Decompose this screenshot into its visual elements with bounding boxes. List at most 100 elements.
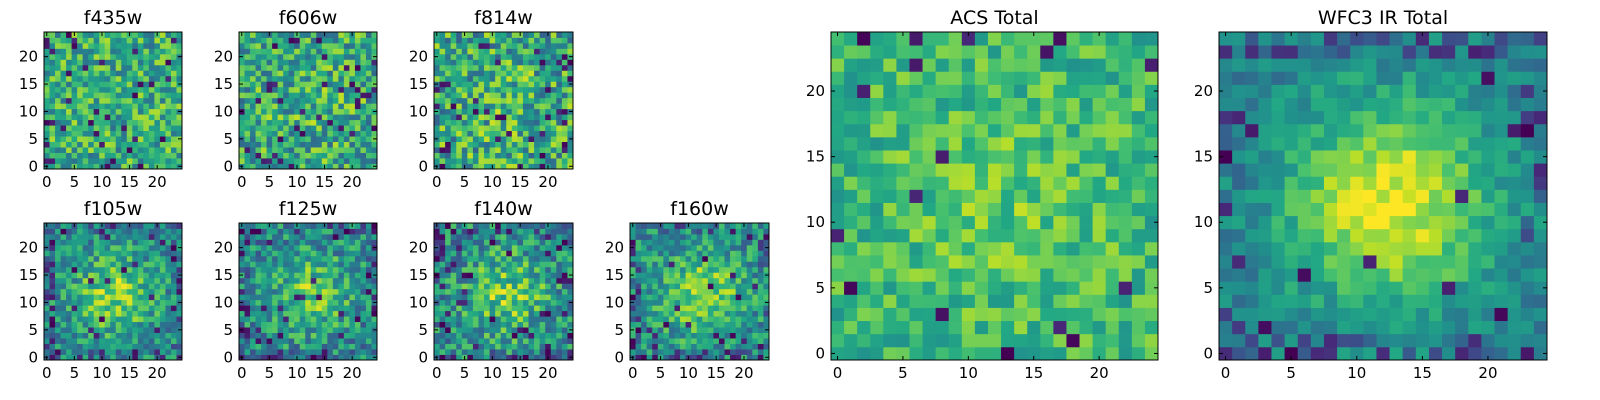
heatmap-cell	[445, 343, 452, 350]
heatmap-cell	[500, 343, 507, 350]
panel-title: f105w	[84, 198, 143, 220]
heatmap-cell	[478, 152, 485, 159]
heatmap-cell	[121, 119, 128, 126]
heatmap-cell	[305, 108, 312, 115]
heatmap-cell	[170, 97, 177, 104]
heatmap-cell	[511, 59, 518, 66]
x-tick-label: 15	[120, 173, 139, 191]
heatmap-cell	[60, 338, 67, 344]
heatmap-cell	[55, 316, 61, 323]
heatmap-cell	[450, 92, 457, 99]
heatmap-cell	[159, 48, 166, 55]
heatmap-cell	[239, 283, 245, 290]
heatmap-cell	[77, 354, 84, 361]
heatmap-cell	[332, 75, 339, 82]
heatmap-cell	[528, 321, 535, 328]
heatmap-cell	[170, 81, 177, 88]
heatmap-cell	[534, 158, 541, 164]
heatmap-cell	[132, 223, 139, 229]
heatmap-cell	[461, 141, 468, 148]
heatmap-cell	[154, 332, 161, 339]
heatmap-cell	[316, 349, 323, 355]
heatmap-cell	[327, 141, 334, 148]
heatmap-cell	[668, 338, 675, 344]
heatmap-cell	[746, 228, 753, 235]
heatmap-cell	[343, 277, 350, 284]
heatmap-cell	[365, 59, 372, 66]
heatmap-cell	[495, 233, 502, 240]
heatmap-cell	[239, 92, 245, 99]
heatmap-cell	[277, 42, 284, 49]
heatmap-cell	[104, 158, 111, 164]
heatmap-cell	[283, 255, 290, 262]
heatmap-cell	[707, 239, 714, 246]
heatmap-cell	[82, 310, 89, 317]
heatmap-cell	[327, 288, 334, 295]
heatmap-cell	[713, 250, 720, 257]
heatmap-cell	[99, 250, 106, 257]
heatmap-cell	[550, 223, 557, 229]
y-tick-label: 15	[214, 75, 233, 93]
heatmap-cell	[467, 136, 474, 142]
heatmap-cell	[445, 283, 452, 290]
heatmap-cell	[556, 277, 563, 284]
heatmap-cell	[148, 299, 155, 306]
heatmap-cell	[310, 239, 317, 246]
heatmap-cell	[244, 310, 251, 317]
heatmap-cell	[696, 233, 703, 240]
heatmap-cell	[170, 272, 177, 279]
heatmap-cell	[724, 223, 731, 229]
heatmap-cell	[461, 114, 468, 121]
panel-title: f814w	[474, 7, 533, 29]
heatmap-cell	[305, 354, 312, 361]
heatmap-cell	[327, 48, 334, 55]
heatmap-cell	[305, 130, 312, 137]
heatmap-cell	[299, 327, 306, 333]
heatmap-cell	[55, 299, 61, 306]
heatmap-cell	[288, 332, 295, 339]
heatmap-cell	[121, 92, 128, 99]
heatmap-cell	[539, 75, 546, 82]
heatmap-cell	[55, 255, 61, 262]
heatmap-cell	[71, 81, 78, 88]
heatmap-cell	[870, 241, 884, 256]
heatmap-cell	[261, 332, 267, 339]
heatmap-cell	[702, 310, 709, 317]
heatmap-cell	[556, 75, 563, 82]
heatmap-cell	[741, 283, 748, 290]
heatmap-cell	[244, 130, 251, 137]
heatmap-cell	[961, 228, 976, 243]
heatmap-cell	[707, 233, 714, 240]
heatmap-cell	[1053, 307, 1067, 322]
heatmap-cell	[1053, 281, 1067, 295]
heatmap-cell	[82, 228, 89, 235]
heatmap-cell	[327, 299, 334, 306]
heatmap-cell	[646, 354, 653, 361]
heatmap-cell	[652, 305, 659, 312]
heatmap-cell	[338, 53, 345, 60]
heatmap-cell	[44, 316, 50, 323]
heatmap-cell	[148, 239, 155, 246]
heatmap-cell	[1053, 333, 1067, 348]
x-tick-label: 10	[483, 364, 502, 382]
heatmap-cell	[305, 250, 312, 257]
heatmap-cell	[299, 343, 306, 350]
heatmap-cell	[170, 125, 177, 132]
heatmap-cell	[360, 42, 367, 49]
heatmap-cell	[283, 81, 290, 88]
heatmap-cell	[445, 299, 452, 306]
heatmap-cell	[434, 92, 440, 99]
heatmap-cell	[148, 70, 155, 77]
heatmap-cell	[354, 338, 361, 344]
heatmap-cell	[685, 244, 692, 251]
heatmap-cell	[77, 64, 84, 71]
heatmap-cell	[332, 81, 339, 88]
heatmap-cell	[450, 223, 457, 229]
heatmap-cell	[545, 244, 552, 251]
heatmap-cell	[763, 316, 770, 323]
heatmap-cell	[522, 70, 529, 77]
heatmap-cell	[439, 272, 446, 279]
heatmap-cell	[718, 233, 725, 240]
heatmap-cell	[49, 125, 56, 132]
heatmap-cell	[299, 294, 306, 301]
